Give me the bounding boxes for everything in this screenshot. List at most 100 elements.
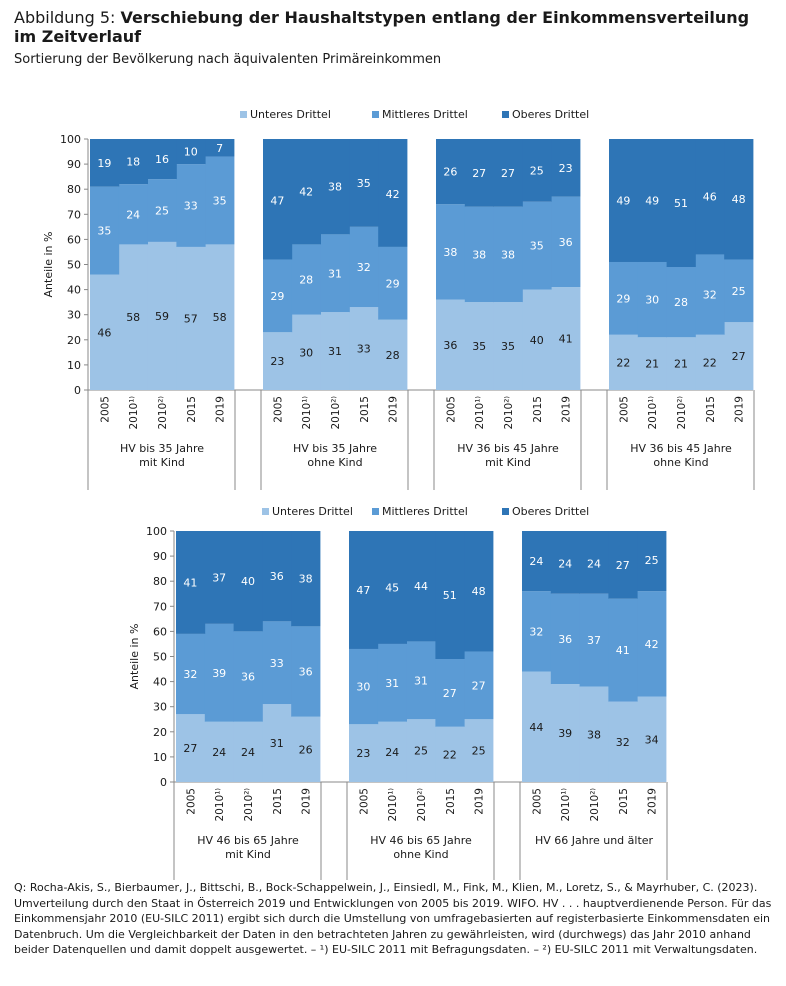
data-label: 7	[216, 142, 223, 155]
bar-segment-unteres-drittel	[609, 334, 639, 390]
data-label: 38	[328, 181, 342, 194]
data-label: 24	[587, 558, 601, 571]
data-label: 29	[386, 277, 400, 290]
data-label: 30	[356, 681, 370, 694]
data-label: 33	[184, 200, 198, 213]
y-tick-label: 30	[153, 701, 167, 714]
data-label: 27	[501, 167, 515, 180]
data-label: 49	[616, 194, 630, 207]
bar-segment-unteres-drittel	[406, 719, 436, 782]
bar-segment-unteres-drittel	[377, 721, 407, 782]
bar-segment-mittleres-drittel	[262, 621, 292, 705]
bar-segment-unteres-drittel	[320, 312, 350, 390]
bar-segment-oberes-drittel	[320, 139, 350, 235]
data-label: 22	[703, 356, 717, 369]
bar-segment-mittleres-drittel	[579, 593, 609, 687]
x-category-label: 2015	[705, 396, 717, 423]
bar-segment-unteres-drittel	[579, 686, 609, 782]
data-label: 36	[558, 633, 572, 646]
data-label: 21	[645, 358, 659, 371]
bar-segment-mittleres-drittel	[608, 598, 638, 702]
data-label: 36	[299, 666, 313, 679]
bar-segment-oberes-drittel	[724, 139, 754, 260]
bar-segment-oberes-drittel	[522, 139, 552, 202]
bar-segment-oberes-drittel	[551, 139, 581, 197]
y-tick-label: 20	[153, 726, 167, 739]
panel-2: 2005 2010¹⁾ 2010²⁾ 2015 2019 HV bis 35 Jahreo…	[260, 139, 409, 490]
data-label: 24	[126, 208, 140, 221]
data-label: 18	[126, 156, 140, 169]
x-category-label: 2010¹⁾	[647, 396, 659, 430]
bar-segment-mittleres-drittel	[464, 651, 494, 720]
data-label: 24	[212, 746, 226, 759]
data-label: 35	[97, 225, 111, 238]
bar-segment-mittleres-drittel	[550, 593, 580, 685]
bar-segment-oberes-drittel	[436, 139, 466, 205]
y-tick-label: 100	[60, 133, 81, 146]
x-category-label: 2005	[618, 396, 630, 423]
data-label: 31	[385, 677, 399, 690]
panel-3: 2005 2010¹⁾ 2010²⁾ 2015 2019 HV 36 bis 45 Jah…	[433, 139, 582, 490]
bar-segment-unteres-drittel	[176, 246, 206, 390]
legend-label-mittleres-drittel: Mittleres Drittel	[382, 505, 468, 518]
bar-segment-oberes-drittel	[176, 531, 206, 634]
y-tick-label: 0	[160, 776, 167, 789]
bar-segment-unteres-drittel	[522, 289, 552, 390]
data-label: 27	[472, 679, 486, 692]
y-tick-label: 50	[67, 259, 81, 272]
data-label: 36	[270, 570, 284, 583]
legend-swatch-unteres-drittel	[262, 508, 269, 515]
data-label: 32	[357, 261, 371, 274]
y-tick-label: 10	[67, 359, 81, 372]
y-tick-label: 90	[153, 550, 167, 563]
bar-segment-unteres-drittel	[666, 337, 696, 390]
bar-segment-mittleres-drittel	[377, 643, 407, 722]
data-label: 47	[356, 584, 370, 597]
y-tick-label: 90	[67, 158, 81, 171]
bar-segment-oberes-drittel	[579, 531, 609, 594]
bar-segment-mittleres-drittel	[176, 633, 206, 715]
y-tick-label: 50	[153, 651, 167, 664]
data-label: 33	[270, 657, 284, 670]
bar-segment-mittleres-drittel	[349, 648, 379, 725]
bar-segment-unteres-drittel	[262, 704, 292, 782]
data-label: 26	[443, 166, 457, 179]
data-label: 35	[530, 240, 544, 253]
data-label: 25	[155, 205, 169, 218]
bar-segment-oberes-drittel	[349, 139, 379, 227]
bar-segment-oberes-drittel	[349, 531, 379, 649]
data-label: 38	[443, 246, 457, 259]
x-category-label: 2010²⁾	[157, 396, 169, 430]
legend-label-oberes-drittel: Oberes Drittel	[512, 108, 589, 121]
bar-segment-mittleres-drittel	[522, 591, 552, 672]
data-label: 24	[558, 558, 572, 571]
y-axis-title: Anteile in %	[128, 624, 141, 690]
bar-segment-oberes-drittel	[378, 139, 408, 247]
y-axis-title: Anteile in %	[42, 232, 55, 298]
data-label: 46	[97, 326, 111, 339]
data-label: 51	[674, 197, 688, 210]
data-label: 40	[530, 334, 544, 347]
x-category-label: 2019	[301, 788, 313, 815]
x-category-label: 2010¹⁾	[387, 788, 399, 822]
bar-segment-mittleres-drittel	[90, 186, 120, 275]
data-label: 37	[212, 571, 226, 584]
y-tick-label: 10	[153, 751, 167, 764]
data-label: 32	[703, 289, 717, 302]
bar-segment-mittleres-drittel	[406, 641, 436, 720]
x-category-label: 2010¹⁾	[128, 396, 140, 430]
data-label: 30	[299, 346, 313, 359]
legend-label-unteres-drittel: Unteres Drittel	[250, 108, 331, 121]
bar-segment-unteres-drittel	[291, 716, 321, 782]
bar-segment-unteres-drittel	[349, 724, 379, 782]
data-label: 44	[529, 721, 543, 734]
bar-segment-oberes-drittel	[147, 139, 177, 180]
bar-segment-unteres-drittel	[118, 244, 148, 390]
data-label: 46	[703, 191, 717, 204]
x-category-label: 2019	[647, 788, 659, 815]
data-label: 25	[732, 285, 746, 298]
panel-group-label: HV 46 bis 65 Jahre	[197, 834, 299, 847]
bar-segment-oberes-drittel	[291, 139, 321, 245]
data-label: 42	[299, 186, 313, 199]
x-category-label: 2010¹⁾	[214, 788, 226, 822]
